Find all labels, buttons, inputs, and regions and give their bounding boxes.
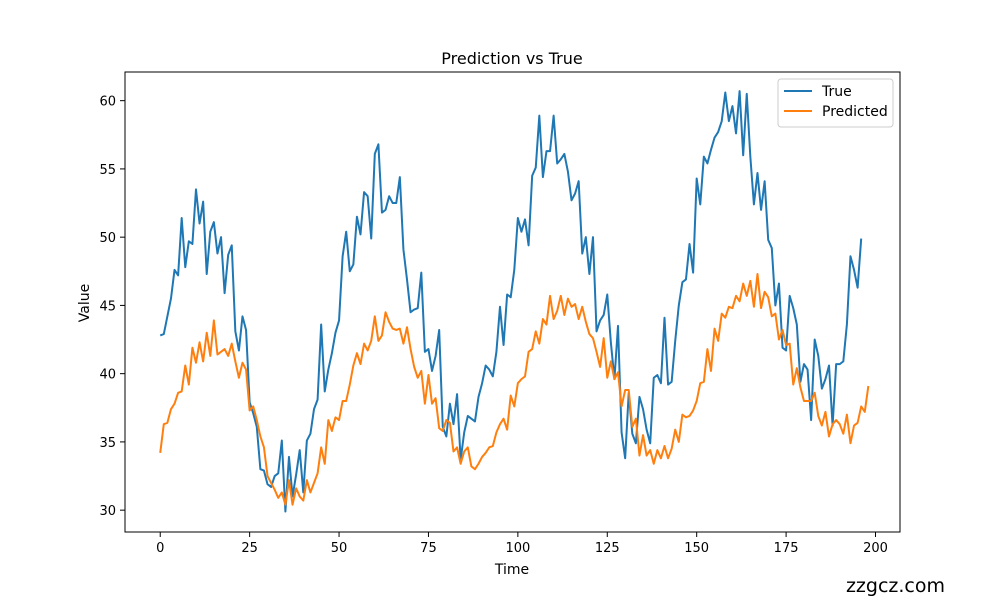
watermark-text: zzgcz.com <box>845 575 945 597</box>
y-tick-label: 35 <box>99 436 116 451</box>
series-line-true <box>159 90 863 513</box>
series-layer <box>159 90 870 513</box>
series-line-predicted <box>159 273 870 506</box>
legend-true-label: True <box>821 84 852 100</box>
y-axis-label: Value <box>77 284 93 322</box>
legend: True Predicted <box>777 78 894 128</box>
y-tick-label: 50 <box>99 231 116 246</box>
x-axis-label: Time <box>494 562 529 578</box>
x-tick-label: 100 <box>505 541 530 556</box>
y-tick-label: 40 <box>99 368 116 383</box>
y-tick-label: 55 <box>99 163 116 178</box>
y-tick-label: 60 <box>99 95 116 110</box>
legend-predicted-label: Predicted <box>822 104 888 120</box>
y-tick-label: 45 <box>99 299 116 314</box>
x-tick-label: 50 <box>331 541 348 556</box>
plot-frame <box>124 71 901 533</box>
x-axis-ticks: 0 25 50 75 100 125 150 175 200 <box>156 532 888 556</box>
x-tick-label: 0 <box>156 541 164 556</box>
x-tick-label: 150 <box>684 541 709 556</box>
x-tick-label: 25 <box>241 541 258 556</box>
x-tick-label: 200 <box>863 541 888 556</box>
x-tick-label: 125 <box>595 541 620 556</box>
x-tick-label: 75 <box>420 541 437 556</box>
y-tick-label: 30 <box>99 504 116 519</box>
chart-title: Prediction vs True <box>441 49 582 68</box>
y-axis-ticks: 30 35 40 45 50 55 60 <box>99 95 125 519</box>
x-tick-label: 175 <box>774 541 799 556</box>
